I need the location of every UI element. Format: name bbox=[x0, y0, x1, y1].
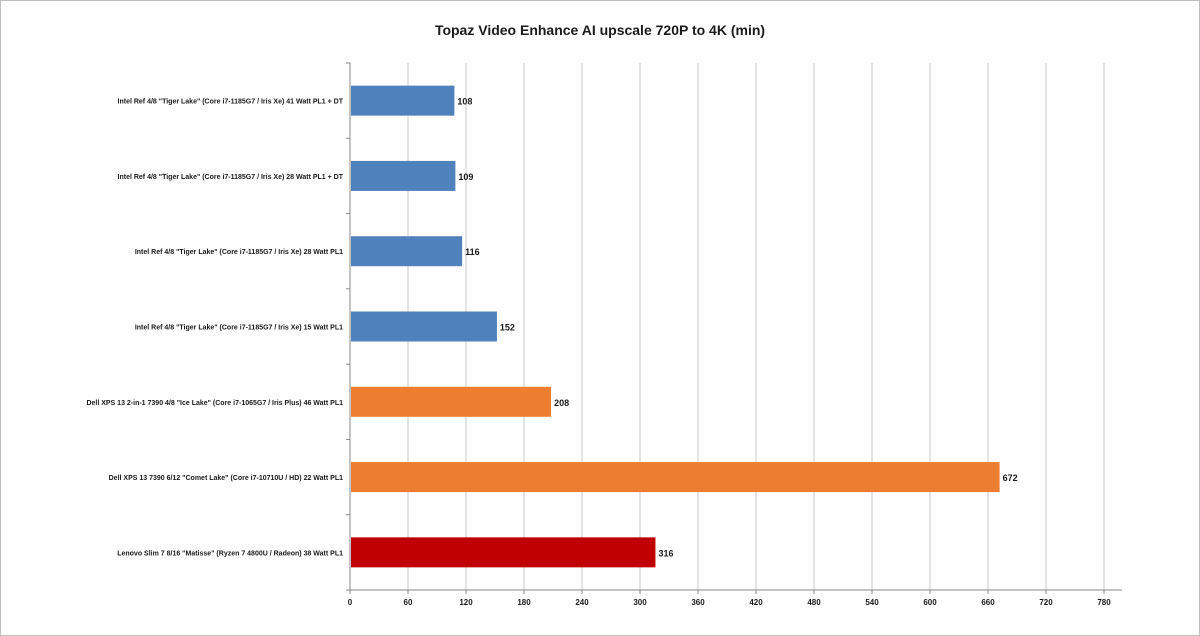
value-label: 316 bbox=[658, 548, 673, 558]
x-tick-label: 60 bbox=[404, 598, 413, 607]
category-label: Intel Ref 4/8 "Tiger Lake" (Core i7-1185… bbox=[135, 249, 343, 256]
x-tick-label: 780 bbox=[1097, 598, 1111, 607]
value-label: 672 bbox=[1003, 473, 1018, 483]
chart-title: Topaz Video Enhance AI upscale 720P to 4… bbox=[434, 22, 766, 38]
x-tick-label: 480 bbox=[807, 598, 821, 607]
category-label: Intel Ref 4/8 "Tiger Lake" (Core i7-1185… bbox=[135, 325, 343, 332]
bar bbox=[351, 236, 463, 267]
value-label: 152 bbox=[500, 323, 515, 333]
bar bbox=[351, 537, 656, 568]
x-tick-label: 360 bbox=[691, 598, 705, 607]
bar bbox=[351, 311, 497, 342]
x-tick-label: 120 bbox=[459, 598, 473, 607]
category-label: Dell XPS 13 2-in-1 7390 4/8 "Ice Lake" (… bbox=[86, 400, 343, 407]
value-label: 116 bbox=[465, 247, 480, 257]
x-tick-label: 0 bbox=[348, 598, 353, 607]
gridlines bbox=[407, 63, 1105, 590]
value-label: 108 bbox=[457, 97, 472, 107]
bar bbox=[351, 386, 552, 417]
value-label: 109 bbox=[458, 172, 473, 182]
x-tick-label: 540 bbox=[865, 598, 879, 607]
axes bbox=[346, 62, 1122, 594]
x-tick-label: 660 bbox=[981, 598, 995, 607]
category-label: Intel Ref 4/8 "Tiger Lake" (Core i7-1185… bbox=[118, 174, 344, 181]
x-tick-label: 600 bbox=[923, 598, 937, 607]
bar bbox=[351, 462, 1000, 493]
labels: 0 60 120 180 240 300 360 420 480 540 600 660 720 780 I… bbox=[86, 97, 1111, 607]
category-label: Dell XPS 13 7390 6/12 "Comet Lake" (Core… bbox=[109, 475, 343, 482]
bars bbox=[351, 85, 1000, 568]
x-tick-label: 180 bbox=[517, 598, 531, 607]
value-label: 208 bbox=[554, 398, 569, 408]
category-label: Lenovo Slim 7 8/16 "Matisse" (Ryzen 7 48… bbox=[117, 550, 343, 557]
category-label: Intel Ref 4/8 "Tiger Lake" (Core i7-1185… bbox=[118, 99, 344, 106]
x-tick-label: 420 bbox=[749, 598, 763, 607]
x-tick-label: 300 bbox=[633, 598, 647, 607]
x-tick-label: 720 bbox=[1039, 598, 1053, 607]
x-tick-label: 240 bbox=[575, 598, 589, 607]
bar bbox=[351, 85, 455, 116]
bar bbox=[351, 160, 456, 191]
